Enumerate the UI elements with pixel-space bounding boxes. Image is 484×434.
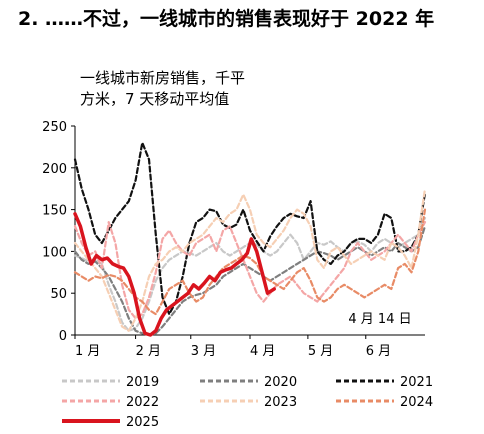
x-tick-label: 2 月 bbox=[136, 344, 161, 359]
legend: 2019 2020 2021 2022 2023 2024 2025 bbox=[62, 375, 433, 430]
x-tick-label: 3 月 bbox=[191, 344, 216, 359]
legend-label-2025: 2025 bbox=[126, 415, 159, 430]
chart-title-line1: 一线城市新房销售，千平 bbox=[80, 69, 246, 87]
y-tick-label: 100 bbox=[42, 245, 67, 260]
series-line-2021 bbox=[73, 141, 427, 316]
series-line-2023 bbox=[73, 187, 427, 332]
x-axis: 1 月 2 月 3 月 4 月 5 月 6 月 bbox=[74, 335, 391, 359]
x-tick-label: 1 月 bbox=[75, 344, 100, 359]
y-tick-label: 250 bbox=[42, 120, 67, 135]
legend-label-2021: 2021 bbox=[400, 375, 433, 390]
legend-label-2020: 2020 bbox=[264, 375, 297, 390]
x-tick-label: 4 月 bbox=[250, 344, 275, 359]
series-line-2024 bbox=[73, 208, 427, 316]
legend-label-2019: 2019 bbox=[126, 375, 159, 390]
chart-title: 一线城市新房销售，千平 方米，7 天移动平均值 bbox=[80, 68, 245, 110]
x-tick-label: 5 月 bbox=[308, 344, 333, 359]
date-annotation: 4 月 14 日 bbox=[348, 312, 411, 327]
y-tick-label: 150 bbox=[42, 204, 67, 219]
x-tick-label: 6 月 bbox=[366, 344, 391, 359]
y-tick-label: 50 bbox=[50, 287, 67, 302]
legend-label-2023: 2023 bbox=[264, 395, 297, 410]
series-layer bbox=[73, 141, 427, 337]
y-tick-label: 0 bbox=[59, 329, 67, 344]
series-line-2025 bbox=[73, 212, 276, 337]
legend-label-2022: 2022 bbox=[126, 395, 159, 410]
page-heading: 2. ……不过，一线城市的销售表现好于 2022 年 bbox=[18, 8, 435, 30]
legend-label-2024: 2024 bbox=[400, 395, 433, 410]
series-line-2022 bbox=[73, 221, 427, 320]
y-tick-label: 200 bbox=[42, 162, 67, 177]
chart-title-line2: 方米，7 天移动平均值 bbox=[80, 90, 230, 108]
y-axis: 0 50 100 150 200 250 bbox=[42, 120, 75, 344]
